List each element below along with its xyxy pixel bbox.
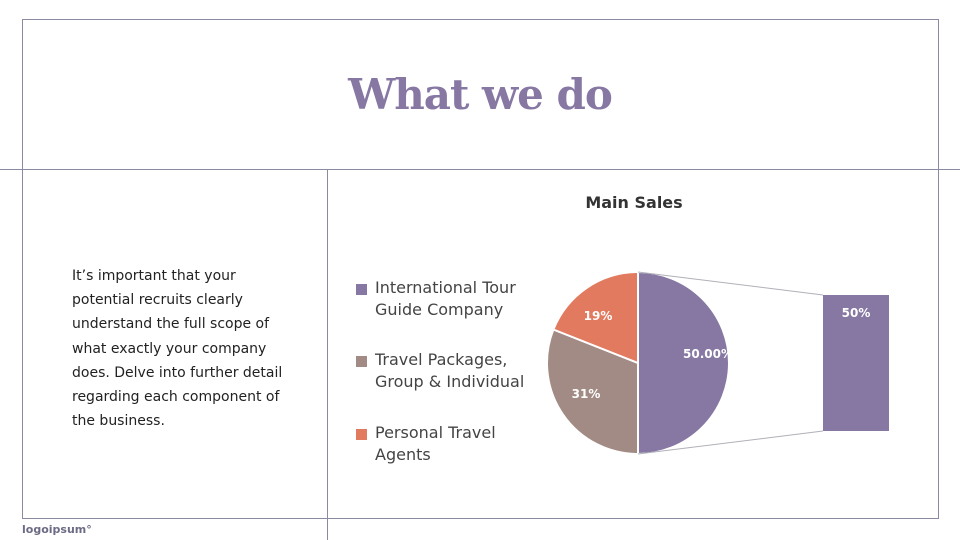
legend-item-packages: Travel Packages, Group & Individual (356, 349, 535, 393)
frame-left-line (22, 19, 23, 519)
breakout-bar (823, 295, 889, 431)
chart-title: Main Sales (585, 193, 683, 212)
legend-label: International Tour Guide Company (375, 278, 516, 319)
legend-swatch (356, 429, 367, 440)
description-text: It’s important that your potential recru… (72, 268, 283, 430)
legend-swatch (356, 356, 367, 367)
breakout-connector-line (637, 271, 824, 296)
pie-slice (637, 270, 730, 456)
legend-label: Personal Travel Agents (375, 423, 496, 464)
breakout-bar-label: 50% (842, 306, 871, 320)
legend-item-personal: Personal Travel Agents (356, 422, 535, 466)
frame-right-line (938, 19, 939, 519)
logo: logoipsum° (22, 523, 92, 536)
frame-bottom-line (22, 518, 939, 519)
breakout-connector-line (637, 430, 824, 455)
pie-slice-label: 50.00% (683, 347, 733, 361)
pie-slice-label: 31% (572, 387, 601, 401)
pie-slice-label: 19% (584, 309, 613, 323)
pie-slice (546, 328, 639, 456)
frame-top-line (22, 19, 939, 20)
page-title: What we do (348, 70, 613, 119)
header-divider-line (0, 169, 960, 170)
legend-swatch (356, 284, 367, 295)
column-divider-line (327, 169, 328, 540)
pie-slice (552, 270, 639, 365)
legend-item-international: International Tour Guide Company (356, 277, 535, 321)
legend-label: Travel Packages, Group & Individual (375, 350, 525, 391)
